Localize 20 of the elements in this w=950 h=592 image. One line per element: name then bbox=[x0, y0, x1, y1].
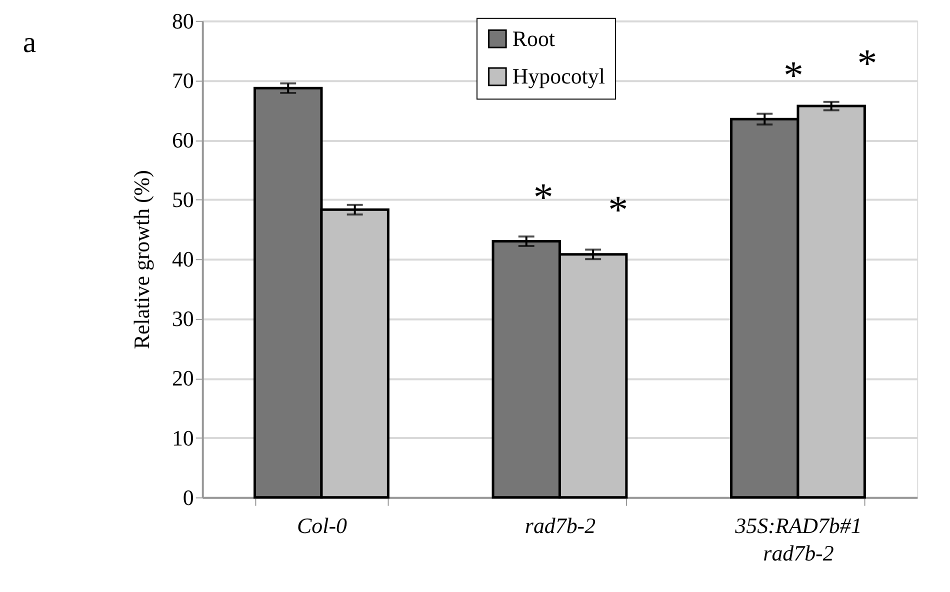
y-axis-title: Relative growth (%) bbox=[129, 170, 154, 350]
y-tick-label: 10 bbox=[172, 425, 194, 450]
y-tick-label: 40 bbox=[172, 246, 194, 272]
y-tick-label: 70 bbox=[172, 68, 194, 93]
x-tick-label: Col-0 bbox=[297, 512, 347, 538]
x-tick-label: rad7b-2 bbox=[524, 512, 596, 538]
y-tick-label: 50 bbox=[172, 187, 194, 212]
y-tick-label: 30 bbox=[172, 306, 194, 332]
legend-label: Hypocotyl bbox=[512, 64, 605, 89]
y-tick-label: 20 bbox=[172, 366, 194, 391]
annotation: * bbox=[784, 52, 804, 98]
annotation: * bbox=[533, 174, 554, 220]
y-tick-label: 80 bbox=[172, 8, 194, 34]
x-tick-label: 35S:RAD7b#1 rad7b-2 bbox=[734, 512, 862, 566]
y-tick-label: 60 bbox=[172, 127, 194, 152]
annotation: * bbox=[608, 187, 628, 232]
legend-label: Root bbox=[512, 26, 556, 51]
y-tick-label: 0 bbox=[182, 484, 194, 510]
annotation: * bbox=[857, 40, 878, 86]
text: a bbox=[22, 26, 36, 59]
